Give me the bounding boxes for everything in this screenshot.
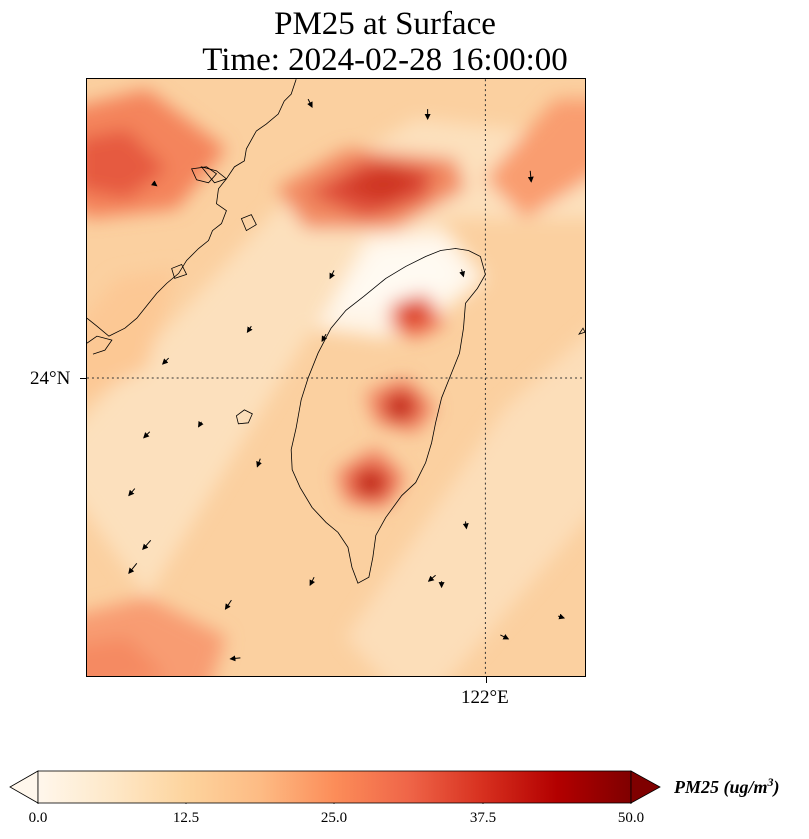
colorbar-tick-label: 37.5: [469, 810, 497, 826]
taiwan-coastline: [290, 248, 486, 584]
colorbar-max-extend: [630, 770, 661, 804]
colorbar-gradient: [37, 770, 632, 804]
colorbar-tick-label: 0.0: [28, 810, 48, 826]
colorbar-tick-label: 25.0: [320, 810, 348, 826]
concentration-blobs: [87, 89, 585, 676]
colorbar-min-extend: [9, 770, 39, 804]
lat-tick: [80, 378, 86, 379]
pm25-map-panel: [86, 78, 586, 677]
longitude-label: 122°E: [461, 687, 509, 708]
pm25-field: [87, 79, 585, 676]
mainland-coastline: [87, 79, 297, 355]
wind-vectors: [128, 98, 566, 662]
lon-tick: [486, 677, 487, 683]
latitude-label: 24°N: [30, 368, 71, 389]
colorbar-title: PM25 (ug/m3): [674, 775, 780, 797]
island-penghu: [235, 409, 253, 425]
colorbar: [9, 770, 661, 804]
coastline: [87, 79, 585, 584]
map-title: PM25 at Surface: [274, 6, 496, 42]
colorbar-tick-label: 50.0: [617, 810, 645, 826]
colorbar-tick-label: 12.5: [172, 810, 200, 826]
map-timestamp: Time: 2024-02-28 16:00:00: [202, 42, 568, 78]
